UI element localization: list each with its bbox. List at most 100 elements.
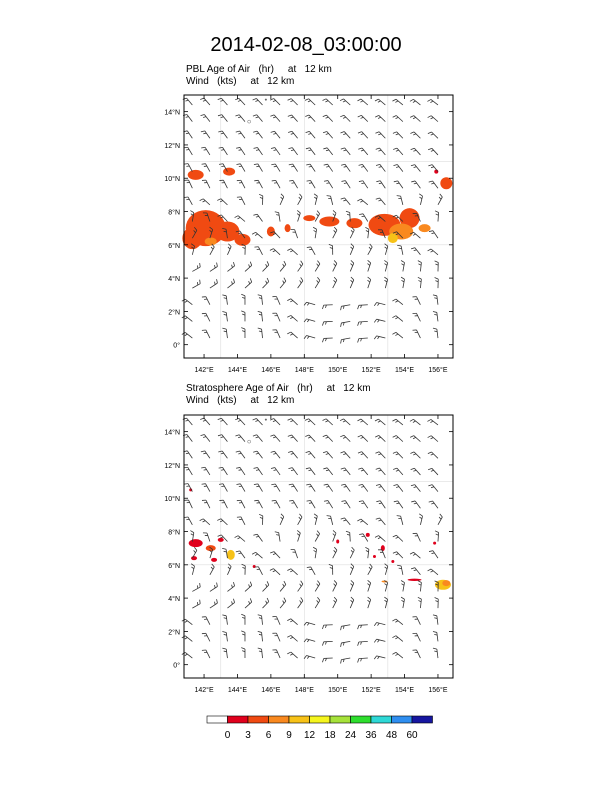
wind-barb	[202, 532, 211, 542]
panel2-wind-label: Wind (kts) at 12 km	[186, 395, 295, 406]
lat-label: 0°	[173, 342, 180, 350]
age-region	[433, 541, 437, 545]
wind-barb	[257, 327, 263, 339]
wind-barb	[340, 320, 351, 327]
wind-barb	[271, 483, 281, 492]
wind-barb	[303, 621, 316, 626]
wind-barb	[322, 337, 333, 343]
wind-barb	[392, 214, 404, 222]
wind-barb	[279, 580, 287, 592]
wind-barb	[373, 335, 386, 340]
wind-barb	[367, 243, 373, 255]
wind-barb	[428, 484, 439, 492]
wind-barb	[241, 613, 246, 625]
wind-barb	[357, 320, 368, 326]
colorbar-label: 12	[304, 730, 316, 741]
wind-barb	[326, 195, 334, 205]
wind-barb	[235, 230, 246, 239]
wind-barb	[410, 164, 421, 172]
map-title: 2014-02-08_03:00:00	[210, 34, 402, 56]
lat-label: 4°N	[168, 595, 180, 603]
wind-barb	[272, 632, 281, 642]
wind-barb	[297, 193, 303, 206]
wind-barb	[410, 484, 421, 492]
wind-barb	[236, 467, 246, 476]
wind-barb	[375, 435, 386, 442]
lon-label: 148°E	[295, 686, 314, 694]
wind-barb	[349, 563, 355, 575]
wind-barb	[272, 649, 281, 659]
lat-label: 6°N	[168, 242, 180, 250]
wind-barb	[418, 513, 423, 525]
colorbar-label: 3	[245, 730, 251, 741]
colorbar-box	[370, 715, 392, 724]
wind-barb	[200, 434, 211, 442]
wind-barb	[287, 618, 298, 626]
wind-barb	[358, 180, 369, 189]
wind-barb	[201, 632, 211, 642]
wind-barb	[393, 467, 404, 476]
wind-barb	[222, 311, 228, 322]
wind-barb	[288, 467, 298, 476]
age-region	[440, 177, 453, 190]
wind-barb	[410, 247, 421, 256]
wind-barb	[376, 180, 386, 189]
wind-barb	[190, 210, 195, 222]
lat-label: 10°N	[164, 495, 180, 503]
wind-barb	[287, 651, 298, 659]
wind-barb	[345, 210, 351, 222]
stratosphere-age-map: 14°N 12°N 10°N 8°N 6°N 4°N 2°N 0° 142°E 144°E 146°…	[164, 414, 454, 694]
wind-barb	[437, 513, 443, 526]
wind-barb	[241, 563, 246, 575]
lat-label: 8°N	[168, 209, 180, 217]
wind-barb	[190, 243, 195, 255]
lon-label: 142°E	[194, 366, 213, 374]
wind-barb	[222, 647, 228, 659]
colorbar-box	[329, 715, 351, 724]
lat-label: 0°	[173, 662, 180, 670]
wind-barb	[227, 563, 232, 575]
wind-barb	[341, 483, 351, 492]
wind-barb	[290, 549, 298, 559]
wind-barb	[412, 329, 421, 339]
wind-barb	[412, 312, 421, 322]
colorbar-box	[206, 715, 228, 724]
wind-barb	[184, 179, 193, 189]
lat-label: 2°N	[168, 308, 180, 316]
wind-barb	[367, 276, 372, 289]
wind-barb	[192, 599, 201, 609]
wind-barb	[340, 197, 351, 206]
wind-barb	[297, 597, 304, 609]
lat-label: 6°N	[168, 562, 180, 570]
wind-barb	[409, 418, 421, 426]
wind-barb	[312, 226, 317, 239]
wind-barb	[396, 195, 404, 205]
lat-label: 8°N	[168, 529, 180, 537]
wind-barb	[303, 318, 316, 323]
wind-barb	[392, 551, 404, 559]
wind-barb	[271, 163, 281, 172]
wind-barb	[340, 640, 351, 647]
wind-barb	[427, 248, 439, 256]
wind-barb	[270, 450, 281, 459]
wind-barb	[400, 580, 405, 592]
age-region	[215, 221, 240, 242]
wind-barb	[384, 580, 388, 592]
wind-barb	[332, 226, 338, 239]
lon-label: 144°E	[228, 686, 247, 694]
wind-barb	[218, 163, 228, 172]
wind-barb	[235, 114, 246, 122]
wind-barb	[217, 417, 228, 426]
wind-barb	[236, 483, 246, 492]
wind-barb	[304, 418, 316, 426]
wind-barb	[306, 180, 316, 189]
wind-barb	[340, 114, 351, 122]
wind-barb	[322, 304, 333, 310]
wind-barb	[190, 530, 195, 542]
wind-barb	[349, 276, 355, 289]
wind-barb	[314, 580, 321, 592]
wind-barb	[392, 635, 404, 642]
lat-label: 12°N	[164, 142, 180, 150]
age-region	[266, 226, 275, 237]
wind-barb	[357, 131, 369, 139]
